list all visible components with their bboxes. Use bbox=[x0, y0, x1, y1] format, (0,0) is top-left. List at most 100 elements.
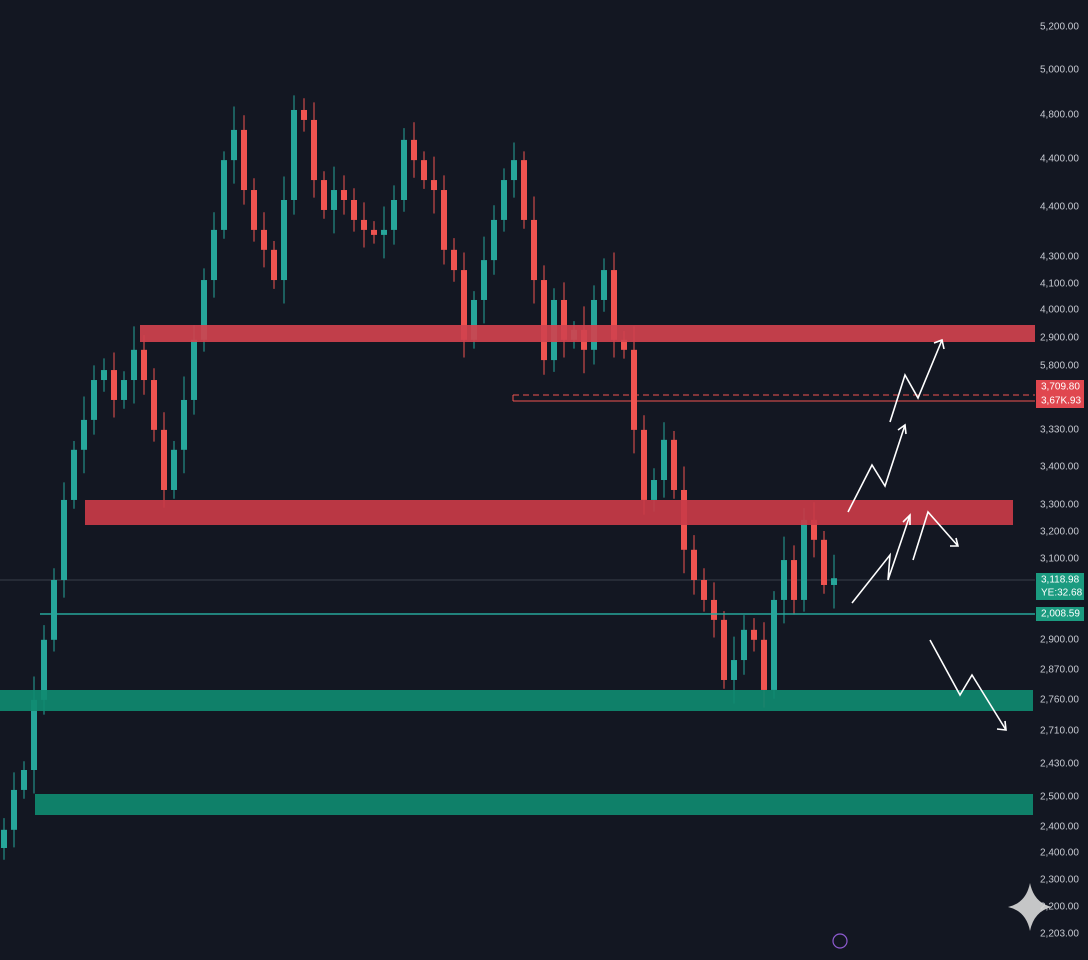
candle-body bbox=[731, 660, 737, 680]
price-label: 3,400.00 bbox=[1040, 462, 1079, 473]
candle-body bbox=[491, 219, 497, 261]
candle-body bbox=[531, 219, 537, 281]
price-tag-label: 3,67K.93 bbox=[1041, 396, 1081, 407]
candle-body bbox=[751, 629, 757, 640]
price-tag bbox=[1036, 586, 1084, 600]
price-label: 4,400.00 bbox=[1040, 202, 1079, 213]
candle-body bbox=[261, 229, 267, 250]
price-label: 5,000.00 bbox=[1040, 65, 1079, 76]
candle-body bbox=[621, 339, 627, 350]
candle-body bbox=[101, 370, 107, 381]
price-label: 2,400.00 bbox=[1040, 848, 1079, 859]
candle-body bbox=[1, 829, 7, 848]
candle-body bbox=[181, 399, 187, 450]
arrow bbox=[889, 339, 943, 423]
candle-body bbox=[311, 119, 317, 181]
candle-body bbox=[431, 180, 437, 191]
price-label: 2,870.00 bbox=[1040, 665, 1079, 676]
candle-body bbox=[401, 139, 407, 200]
price-label: 2,900.00 bbox=[1040, 635, 1079, 646]
candle-body bbox=[821, 539, 827, 585]
candle-body bbox=[211, 229, 217, 281]
arrow-head bbox=[933, 338, 945, 350]
candle-body bbox=[51, 579, 57, 640]
price-label: 4,800.00 bbox=[1040, 110, 1079, 121]
candle-body bbox=[801, 519, 807, 600]
candle-body bbox=[241, 129, 247, 191]
resistance-zone bbox=[140, 325, 1035, 342]
candle-body bbox=[561, 299, 567, 340]
candle-body bbox=[81, 419, 87, 450]
candle-body bbox=[111, 370, 117, 400]
candle-body bbox=[811, 519, 817, 540]
arrow bbox=[912, 510, 959, 561]
price-tag bbox=[1036, 394, 1084, 408]
arrows bbox=[847, 338, 1007, 731]
price-label: 3,100.00 bbox=[1040, 554, 1079, 565]
candle-body bbox=[361, 219, 367, 230]
arrow bbox=[929, 639, 1007, 731]
candle-body bbox=[641, 429, 647, 500]
candle-body bbox=[701, 579, 707, 600]
price-tag bbox=[1036, 607, 1084, 621]
arrow bbox=[847, 424, 906, 513]
price-tag bbox=[1036, 573, 1084, 587]
candle-body bbox=[321, 180, 327, 210]
candle-body bbox=[171, 449, 177, 490]
candle-body bbox=[411, 139, 417, 161]
logo-icon bbox=[832, 933, 848, 949]
price-label: 5,200.00 bbox=[1040, 22, 1079, 33]
arrow bbox=[851, 514, 911, 604]
arrow-head bbox=[950, 537, 960, 547]
candle-body bbox=[781, 560, 787, 600]
price-label: 4,100.00 bbox=[1040, 279, 1079, 290]
candle-body bbox=[691, 549, 697, 580]
candle-body bbox=[231, 129, 237, 161]
price-label: 4,400.00 bbox=[1040, 154, 1079, 165]
candle-body bbox=[41, 639, 47, 700]
price-label: 4,300.00 bbox=[1040, 252, 1079, 263]
candle-body bbox=[661, 439, 667, 481]
price-label: 2,900.00 bbox=[1040, 333, 1079, 344]
candle-body bbox=[771, 599, 777, 690]
candle-body bbox=[791, 560, 797, 600]
candle-body bbox=[521, 160, 527, 220]
price-tag bbox=[1036, 380, 1084, 394]
price-label: 2,500.00 bbox=[1040, 792, 1079, 803]
price-label: 2,430.00 bbox=[1040, 759, 1079, 770]
candle-body bbox=[281, 199, 287, 281]
candle-body bbox=[251, 190, 257, 230]
candle-body bbox=[21, 769, 27, 790]
candle-body bbox=[451, 249, 457, 271]
candle-body bbox=[671, 439, 677, 490]
candle-body bbox=[351, 199, 357, 220]
candle-body bbox=[391, 199, 397, 230]
price-axis: 5,200.00 5,000.00 4,800.00 4,400.00 4,400.00… bbox=[1036, 22, 1084, 940]
price-label: 2,400.00 bbox=[1040, 822, 1079, 833]
candle-body bbox=[741, 629, 747, 661]
candle-body bbox=[631, 349, 637, 430]
price-label: 2,760.00 bbox=[1040, 695, 1079, 706]
candle-body bbox=[481, 260, 487, 300]
candle-body bbox=[131, 349, 137, 381]
sparkle-icon bbox=[1008, 883, 1052, 931]
price-label: 2,300.00 bbox=[1040, 875, 1079, 886]
candle-body bbox=[331, 190, 337, 210]
price-label: 2,200.00 bbox=[1040, 902, 1079, 913]
candle-body bbox=[271, 249, 277, 281]
candle-body bbox=[511, 160, 517, 181]
arrow-head bbox=[902, 513, 911, 525]
candle-body bbox=[381, 229, 387, 235]
price-label: 2,203.00 bbox=[1040, 929, 1079, 940]
candle-body bbox=[11, 789, 17, 830]
candle-body bbox=[711, 599, 717, 620]
price-tag-label: 3,709.80 bbox=[1041, 382, 1080, 393]
candles bbox=[1, 95, 837, 860]
candle-body bbox=[91, 380, 97, 420]
price-tag-label: 2,008.59 bbox=[1041, 609, 1080, 620]
price-tag-label: YE:32.68 bbox=[1041, 588, 1083, 599]
candle-body bbox=[611, 270, 617, 340]
candle-body bbox=[591, 299, 597, 350]
